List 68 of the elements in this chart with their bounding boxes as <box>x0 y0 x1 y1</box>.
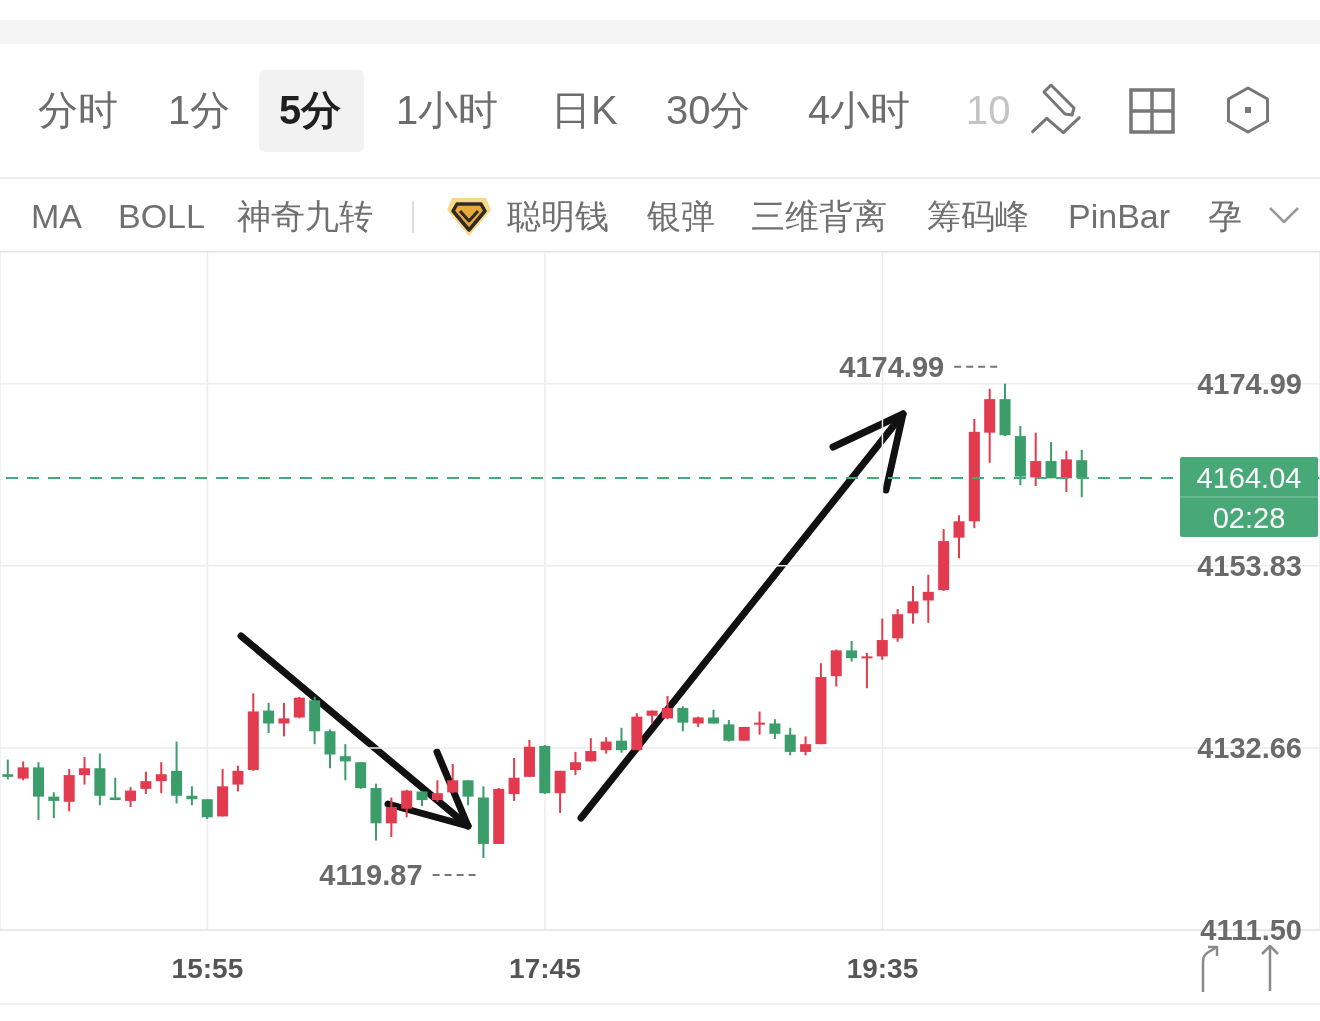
candlestick <box>79 756 91 786</box>
text: 1小时 <box>396 87 499 133</box>
y-tick-label: 4153.83 <box>1197 549 1302 582</box>
annotation: 4174.99 <box>839 350 945 383</box>
text: 孕 <box>1208 197 1242 237</box>
candlestick <box>1030 431 1042 488</box>
annotation: 02:28 <box>1212 501 1286 534</box>
y-tick-label: 4174.99 <box>1197 367 1302 400</box>
candlestick <box>754 710 766 736</box>
x-tick-label: 17:45 <box>509 952 581 984</box>
text: 30分 <box>666 87 751 133</box>
candlestick <box>447 762 459 795</box>
candlestick <box>140 770 152 796</box>
candlestick <box>431 779 443 803</box>
text: 1分 <box>168 87 231 133</box>
ref-line-label: 4164.04 <box>1196 461 1302 494</box>
candlestick <box>861 651 873 690</box>
candlestick <box>401 788 413 819</box>
text: 4小时 <box>808 87 911 133</box>
text: 日K <box>551 87 618 133</box>
text: 银弹 <box>647 197 715 237</box>
candlestick <box>615 726 627 754</box>
candlestick <box>922 573 934 624</box>
text: 聪明钱 <box>507 197 609 237</box>
candlestick <box>293 695 305 720</box>
x-tick-label: 19:35 <box>846 952 919 984</box>
candlestick <box>155 761 167 795</box>
candlestick <box>508 756 520 802</box>
candlestick <box>677 705 689 733</box>
candlestick <box>554 769 566 814</box>
candlestick <box>2 758 14 781</box>
candlestick <box>953 514 965 560</box>
text: BOLL <box>118 197 205 237</box>
annotation: 4119.87 <box>319 858 423 891</box>
candlestick <box>263 701 275 734</box>
candlestick <box>48 791 60 820</box>
text: 分时 <box>38 87 118 133</box>
text: 5分 <box>279 87 342 133</box>
candlestick <box>662 694 674 721</box>
candlestick <box>462 779 474 807</box>
candlestick <box>278 701 290 738</box>
candlestick <box>846 639 858 663</box>
candlestick <box>125 786 137 808</box>
candlestick <box>769 718 781 740</box>
candlestick <box>1076 448 1088 499</box>
candlestick <box>784 726 796 757</box>
candlestick <box>339 743 351 782</box>
candlestick <box>1060 449 1072 494</box>
text: 10 <box>966 87 1011 133</box>
candlestick <box>201 798 213 821</box>
y-tick-label: 4132.66 <box>1197 731 1302 764</box>
candlestick <box>907 584 919 625</box>
text: MA <box>31 197 82 237</box>
y-tick-label: 4111.50 <box>1200 914 1302 946</box>
candlestick <box>723 719 735 743</box>
text: PinBar <box>1068 197 1171 237</box>
text: 筹码峰 <box>927 197 1029 237</box>
candlestick <box>569 750 581 777</box>
candlestick <box>1045 441 1057 480</box>
text: 神奇九转 <box>237 197 373 237</box>
candlestick <box>800 735 812 757</box>
candlestick <box>324 728 336 770</box>
candlestick <box>385 796 397 839</box>
candlestick <box>876 617 888 661</box>
x-tick-label: 15:55 <box>171 952 244 984</box>
candlestick <box>232 764 244 793</box>
text: 三维背离 <box>751 197 887 237</box>
candlestick <box>17 760 29 782</box>
